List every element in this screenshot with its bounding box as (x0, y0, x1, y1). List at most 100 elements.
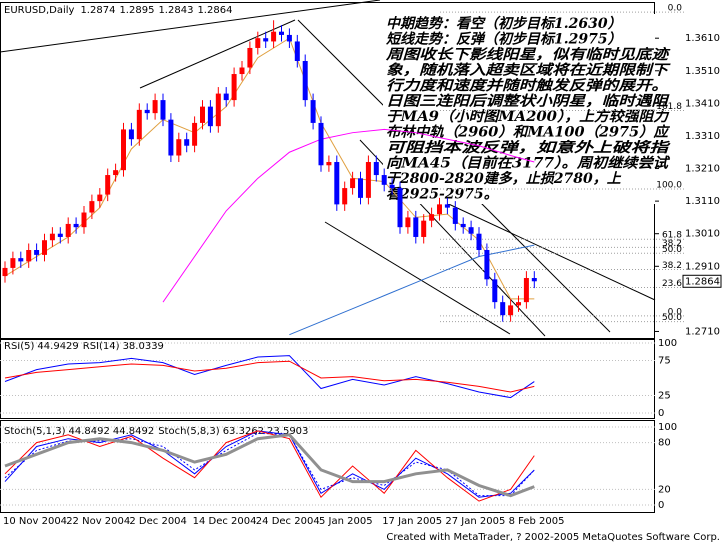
x-tick-label: 27 Jan 2005 (445, 516, 505, 527)
candle-body (73, 223, 79, 228)
candle-body (176, 139, 182, 156)
annotation-box (383, 14, 671, 204)
fibo-label: 61.8 (662, 231, 682, 241)
candle-body (49, 233, 55, 241)
footer: Created with MetaTrader, ? 2002-2005 Met… (386, 532, 720, 543)
legend-value: 44.8492 (113, 426, 154, 437)
fibo-label: 50.0 (662, 245, 682, 255)
candle-body (136, 109, 142, 140)
stoch-legend: Stoch(5,1,3) 44.8492 44.8492 Stoch(5,8,3) 63… (4, 426, 308, 437)
candle-body (97, 194, 103, 202)
candle-body (42, 240, 47, 255)
indicator-line (4, 360, 535, 393)
legend-value: 63.3262 (223, 426, 264, 437)
candle-body (350, 178, 356, 189)
rsi-panel (0, 339, 655, 419)
y-tick-label: 1.3210 (685, 164, 720, 175)
fibo-label: 0.0 (668, 4, 683, 14)
y-tick-label: 1.3110 (685, 196, 720, 207)
y-tick-label: 1.3310 (685, 131, 720, 142)
candle-body (34, 249, 40, 255)
candle-body (302, 61, 308, 101)
moving-average (162, 128, 535, 303)
indicator-line (4, 430, 535, 498)
high: 1.2895 (119, 5, 154, 16)
candle-body (492, 279, 498, 303)
x-tick-label: 2 Dec 2004 (129, 516, 187, 527)
candle-body (484, 249, 490, 280)
candle-body (247, 47, 253, 68)
x-tick-label: 22 Nov 2004 (66, 516, 130, 527)
candle-body (255, 38, 261, 48)
candle-body (342, 188, 348, 205)
candle-body (452, 207, 458, 224)
trendline (439, 199, 656, 301)
legend-name: Stoch(5,1,3) (4, 426, 66, 437)
indicator-line (4, 433, 535, 498)
y-tick-label: 1.3610 (685, 33, 720, 44)
fibo-label: 100.0 (656, 181, 682, 191)
candle-body (160, 100, 166, 120)
candle-body (128, 129, 134, 140)
candle-body (508, 305, 514, 316)
y-tick-label: 1.2910 (685, 261, 720, 272)
x-tick-label: 14 Dec 2004 (193, 516, 257, 527)
legend-value: 23.5903 (267, 426, 308, 437)
fibo-label: 38.2 (662, 261, 682, 271)
annotation: 中期趋势：看空（初步目标1.2630）短线走势：反弹（初步目标1.2975）周图… (383, 14, 672, 204)
candle-body (57, 233, 63, 237)
symbol: EURUSD,Daily (4, 5, 75, 16)
fibo-label: 38.2 (662, 239, 682, 249)
annotation-line: 于MA9（小时图MA200），上方较强阻力 (386, 108, 670, 125)
y-tick-label: 80 (658, 438, 671, 449)
candle-body (397, 188, 403, 228)
candle-body (263, 38, 269, 42)
candle-body (421, 220, 427, 237)
candle-body (223, 93, 229, 101)
candle-body (121, 129, 126, 171)
candle-body (215, 93, 221, 127)
open: 1.2874 (80, 5, 115, 16)
x-tick-label: 5 Jan 2005 (319, 516, 373, 527)
annotation-line: 象，随机落入超卖区域将在近期限制下 (386, 62, 672, 79)
legend-name: RSI(14) (83, 341, 120, 352)
candle-body (358, 178, 363, 198)
annotation-line: 日图三连阳后调整状小阴星，临时遇阻 (386, 93, 670, 110)
y-tick-label: 100 (658, 422, 677, 433)
x-tick-label: 10 Nov 2004 (3, 516, 67, 527)
y-tick-label: 75 (658, 356, 671, 367)
candle-body (531, 278, 537, 282)
candle-body (113, 170, 119, 176)
candle-body (500, 302, 506, 316)
moving-average (289, 244, 535, 336)
header: EURUSD,Daily 1.2874 1.2895 1.2843 1.2864 (4, 5, 232, 16)
candle-body (326, 162, 332, 166)
trendline (0, 0, 381, 53)
candle-body (429, 214, 435, 221)
y-tick-label: 25 (658, 391, 671, 402)
fibo-label: 50.0 (662, 313, 682, 323)
candle-body (105, 175, 111, 195)
y-tick-label: 1.3510 (685, 66, 720, 77)
y-tick-label: 0 (658, 408, 664, 419)
x-tick-label: 24 Dec 2004 (256, 516, 320, 527)
candle-body (468, 227, 474, 234)
candle-body (318, 122, 324, 166)
indicator-line (4, 430, 535, 502)
candle-body (294, 41, 300, 62)
candle-body (231, 74, 237, 101)
candle-body (523, 278, 529, 303)
y-tick-label: 1.3010 (685, 229, 720, 240)
candle-body (10, 258, 16, 268)
y-tick-label: 0 (658, 500, 664, 511)
fibo-label: 161.8 (656, 102, 682, 112)
annotation-line: 看2925-2975。 (386, 187, 498, 203)
candle-body (516, 302, 521, 306)
indicator-line (4, 355, 535, 399)
trendline (139, 19, 296, 89)
candle-body (444, 204, 450, 208)
candle-body (413, 217, 419, 237)
annotation-line: 向MA45（目前在3177）。周初继续尝试 (386, 155, 670, 172)
legend-value: 38.0339 (123, 341, 164, 352)
